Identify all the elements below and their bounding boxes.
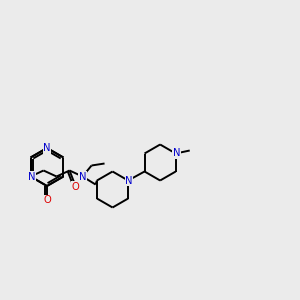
Text: N: N <box>43 143 51 153</box>
Text: N: N <box>125 176 133 185</box>
Text: N: N <box>173 148 181 158</box>
Text: O: O <box>43 195 51 205</box>
Text: N: N <box>79 172 86 182</box>
Text: O: O <box>72 182 80 191</box>
Text: N: N <box>28 172 35 182</box>
